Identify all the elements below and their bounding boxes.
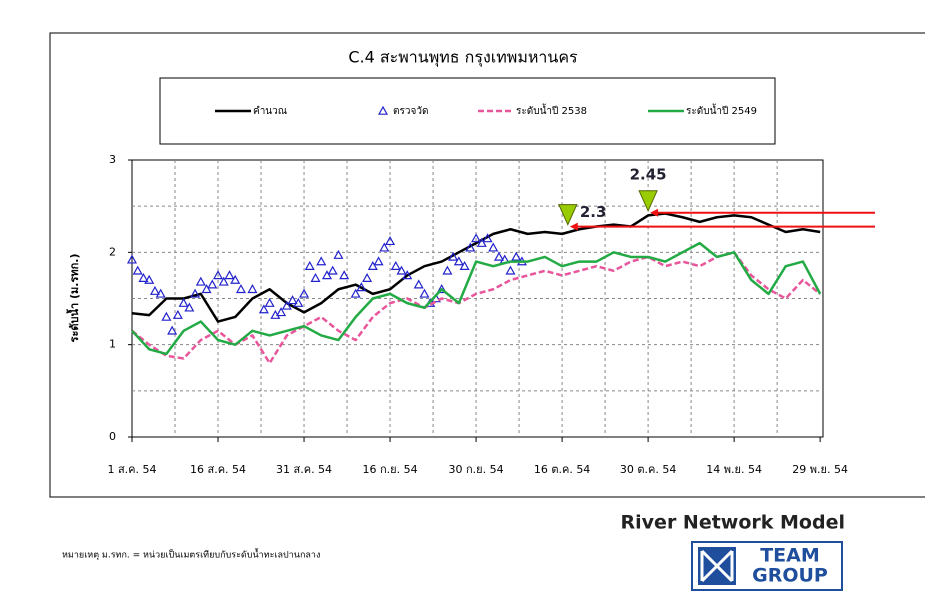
observed-point: [339, 270, 350, 280]
legend-label: ระดับน้ำปี 2538: [516, 103, 587, 117]
logo-top: TEAM: [760, 545, 820, 567]
observed-point: [190, 288, 201, 298]
observed-point: [448, 251, 459, 261]
observed-point: [459, 260, 470, 270]
legend-label: คำนวณ: [253, 106, 287, 117]
x-tick-label: 30 ต.ค. 54: [620, 463, 676, 476]
observed-point: [184, 302, 195, 312]
model-name: River Network Model: [621, 512, 845, 534]
observed-point: [126, 254, 138, 264]
observed-point: [493, 251, 505, 261]
observed-point: [356, 282, 367, 292]
observed-point: [149, 285, 160, 295]
observed-point: [482, 233, 493, 243]
y-tick-label: 2: [109, 245, 116, 258]
observed-point: [195, 276, 206, 286]
observed-point: [201, 284, 212, 294]
observed-point: [505, 265, 516, 275]
observed-point: [144, 274, 155, 284]
observed-point: [281, 300, 292, 310]
observed-point: [385, 236, 396, 246]
observed-point: [327, 265, 338, 275]
observed-point: [402, 270, 413, 280]
observed-point: [155, 288, 166, 298]
observed-point: [293, 297, 304, 307]
observed-point: [299, 288, 310, 298]
observed-point: [362, 272, 373, 282]
observed-point: [465, 242, 476, 252]
chart-frame: [49, 32, 925, 498]
observed-point: [161, 311, 172, 321]
observed-point: [212, 270, 224, 280]
observed-point: [373, 256, 384, 266]
observed-point: [276, 307, 287, 317]
observed-point: [390, 260, 401, 270]
annotation-label: 2.3: [580, 203, 607, 221]
x-tick-label: 16 ต.ค. 54: [534, 463, 590, 476]
observed-point: [178, 297, 189, 307]
observed-point: [304, 260, 315, 270]
logo-bottom: GROUP: [752, 565, 828, 587]
observed-point: [367, 260, 378, 270]
y-tick-label: 1: [109, 338, 116, 351]
observed-point: [413, 279, 424, 289]
y-tick-label: 3: [109, 153, 116, 166]
annotation-arrowhead: [569, 222, 578, 231]
annotation-label: 2.45: [630, 165, 667, 183]
observed-point: [132, 265, 143, 275]
observed-point: [442, 265, 453, 275]
series-line: [131, 241, 822, 356]
observed-point: [350, 288, 361, 298]
observed-point: [333, 249, 344, 259]
observed-point: [235, 284, 246, 294]
observed-point: [436, 284, 447, 294]
series-line: [131, 212, 821, 323]
observed-point: [224, 270, 235, 280]
observed-point: [167, 325, 178, 335]
observed-point: [207, 279, 218, 289]
observed-point: [511, 251, 522, 261]
x-tick-label: 16 ส.ค. 54: [190, 463, 246, 476]
observed-point: [172, 309, 183, 319]
x-tick-label: 14 พ.ย. 54: [706, 463, 762, 476]
annotation-marker: [558, 204, 578, 226]
x-tick-label: 29 พ.ย. 54: [792, 463, 848, 476]
chart-title: C.4 สะพานพุทธ กรุงเทพมหานคร: [348, 48, 578, 68]
annotation-arrowhead: [650, 208, 659, 217]
observed-point: [471, 233, 482, 243]
x-tick-label: 31 ส.ค. 54: [276, 463, 332, 476]
observed-point: [247, 284, 258, 294]
observed-point: [453, 256, 464, 266]
observed-point: [310, 272, 321, 282]
observed-point: [316, 256, 327, 266]
observed-point: [264, 297, 275, 307]
observed-point: [230, 274, 241, 284]
x-tick-label: 1 ส.ค. 54: [107, 463, 156, 476]
observed-point: [321, 270, 332, 280]
x-tick-label: 30 ก.ย. 54: [449, 463, 504, 476]
observed-point: [138, 272, 149, 282]
observed-point: [476, 237, 487, 247]
footnote: หมายเหตุ ม.รทก. = หน่วยเป็นเมตรเทียบกับร…: [62, 548, 320, 561]
observed-point: [379, 242, 390, 252]
observed-point: [258, 304, 269, 314]
legend-label: ระดับน้ำปี 2549: [686, 103, 757, 117]
logo-icon-mark: [700, 549, 734, 583]
observed-point: [396, 265, 407, 275]
observed-point: [419, 288, 430, 298]
y-tick-label: 0: [109, 430, 116, 443]
legend-label: ตรวจวัด: [393, 106, 428, 117]
series-line: [131, 251, 821, 365]
logo: TEAM GROUP: [691, 541, 843, 591]
observed-point: [218, 276, 229, 286]
x-tick-label: 16 ก.ย. 54: [363, 463, 418, 476]
observed-point: [287, 295, 298, 305]
observed-point: [488, 242, 499, 252]
y-axis-label: ระดับน้ำ (ม.รทก.): [66, 254, 81, 343]
annotation-marker: [638, 190, 658, 213]
legend-marker: [377, 105, 389, 115]
